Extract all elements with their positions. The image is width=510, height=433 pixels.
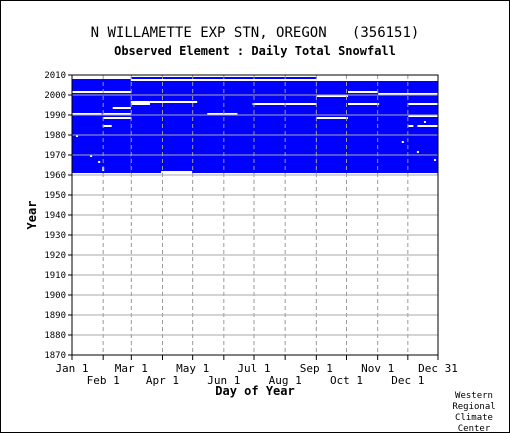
y-tick-label: 1870 (44, 351, 66, 361)
missing-run (316, 117, 349, 119)
missing-day (401, 141, 404, 143)
y-tick-label: 1940 (44, 211, 66, 221)
missing-day (416, 151, 419, 153)
missing-day (76, 135, 79, 137)
y-tick-label: 1920 (44, 251, 66, 261)
missing-run (102, 125, 112, 127)
missing-run (160, 171, 193, 173)
x-tick-label: Dec 1 (391, 374, 424, 387)
y-tick-label: 1890 (44, 311, 66, 321)
y-tick-label: 2000 (44, 91, 66, 101)
missing-run (378, 93, 439, 95)
missing-day (98, 161, 101, 163)
missing-run (316, 79, 439, 81)
x-tick-label: Sep 1 (300, 362, 333, 375)
x-tick-label: Jan 1 (55, 362, 88, 375)
y-tick-label: 2010 (44, 71, 66, 81)
missing-run (102, 117, 131, 119)
y-tick-label: 1910 (44, 271, 66, 281)
x-tick-label: Dec 31 (418, 362, 458, 375)
x-tick-label: Oct 1 (330, 374, 363, 387)
missing-run (252, 103, 317, 105)
chart-subtitle: Observed Element : Daily Total Snowfall (114, 44, 396, 58)
x-axis-label: Day of Year (215, 384, 295, 398)
x-tick-label: Aug 1 (269, 374, 302, 387)
y-tick-label: 1980 (44, 131, 66, 141)
y-tick-label: 1900 (44, 291, 66, 301)
missing-run (130, 103, 150, 105)
missing-run (130, 79, 317, 81)
missing-day (423, 121, 426, 123)
credit-line: Regional (452, 402, 496, 412)
missing-run (120, 107, 131, 109)
plot-area: 1870 1880 1890 1900 1910 1920 1930 1940 1950 1960… (44, 71, 458, 387)
missing-run (207, 113, 238, 115)
missing-run (149, 101, 198, 103)
y-tick-label: 1950 (44, 191, 66, 201)
missing-run (348, 91, 379, 93)
y-tick-label: 1880 (44, 331, 66, 341)
missing-run (417, 125, 439, 127)
missing-day (90, 155, 93, 157)
y-tick-label: 1960 (44, 171, 66, 181)
missing-run (102, 113, 131, 115)
x-tick-label: May 1 (176, 362, 209, 375)
missing-run (408, 103, 439, 105)
x-tick-label: Apr 1 (146, 374, 179, 387)
missing-run (348, 103, 380, 105)
missing-run (408, 125, 414, 127)
missing-day (433, 159, 436, 161)
missing-run (112, 107, 122, 109)
missing-run (130, 101, 150, 103)
x-tick-label: Nov 1 (361, 362, 394, 375)
credit-line: Center (457, 424, 491, 433)
credit-line: Climate (455, 413, 493, 423)
x-tick-label: Feb 1 (87, 374, 120, 387)
y-tick-label: 1990 (44, 111, 66, 121)
data-block (71, 79, 131, 173)
y-tick-label: 1930 (44, 231, 66, 241)
y-tick-label: 1970 (44, 151, 66, 161)
x-tick-label: Jul 1 (237, 362, 270, 375)
missing-run (71, 113, 102, 115)
credit-line: Western (455, 391, 493, 401)
credit-block: Western Regional Climate Center (449, 391, 499, 433)
x-tick-label: Jun 1 (207, 374, 240, 387)
chart-title: N WILLAMETTE EXP STN, OREGON (356151) (90, 25, 420, 41)
missing-run (316, 95, 349, 97)
missing-run (71, 91, 131, 93)
x-tick-label: Mar 1 (115, 362, 148, 375)
missing-run (408, 115, 439, 117)
